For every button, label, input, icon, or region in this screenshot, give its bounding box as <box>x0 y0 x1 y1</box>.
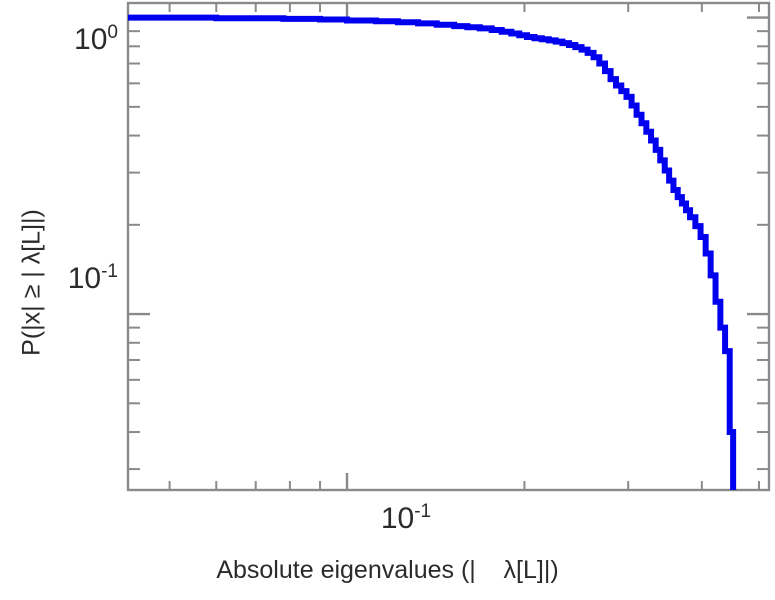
x-tick-label-1e-1: 10-1 <box>380 501 432 535</box>
y-tick-label-1e0: 100 <box>74 22 118 56</box>
plot-frame <box>126 1 771 492</box>
y-tick-label-1e-1: 10-1 <box>67 261 118 295</box>
y-axis-ticks-right <box>747 16 769 471</box>
y-axis-ticks <box>128 16 150 471</box>
data-series-group <box>128 14 737 490</box>
x-axis-ticks-top <box>168 3 760 20</box>
x-axis-ticks <box>168 473 760 490</box>
y-axis-label: P(|x| ≥ | λ[L]|) <box>17 209 46 356</box>
x-axis-label: Absolute eigenvalues (| λ[L]|) <box>216 556 559 584</box>
